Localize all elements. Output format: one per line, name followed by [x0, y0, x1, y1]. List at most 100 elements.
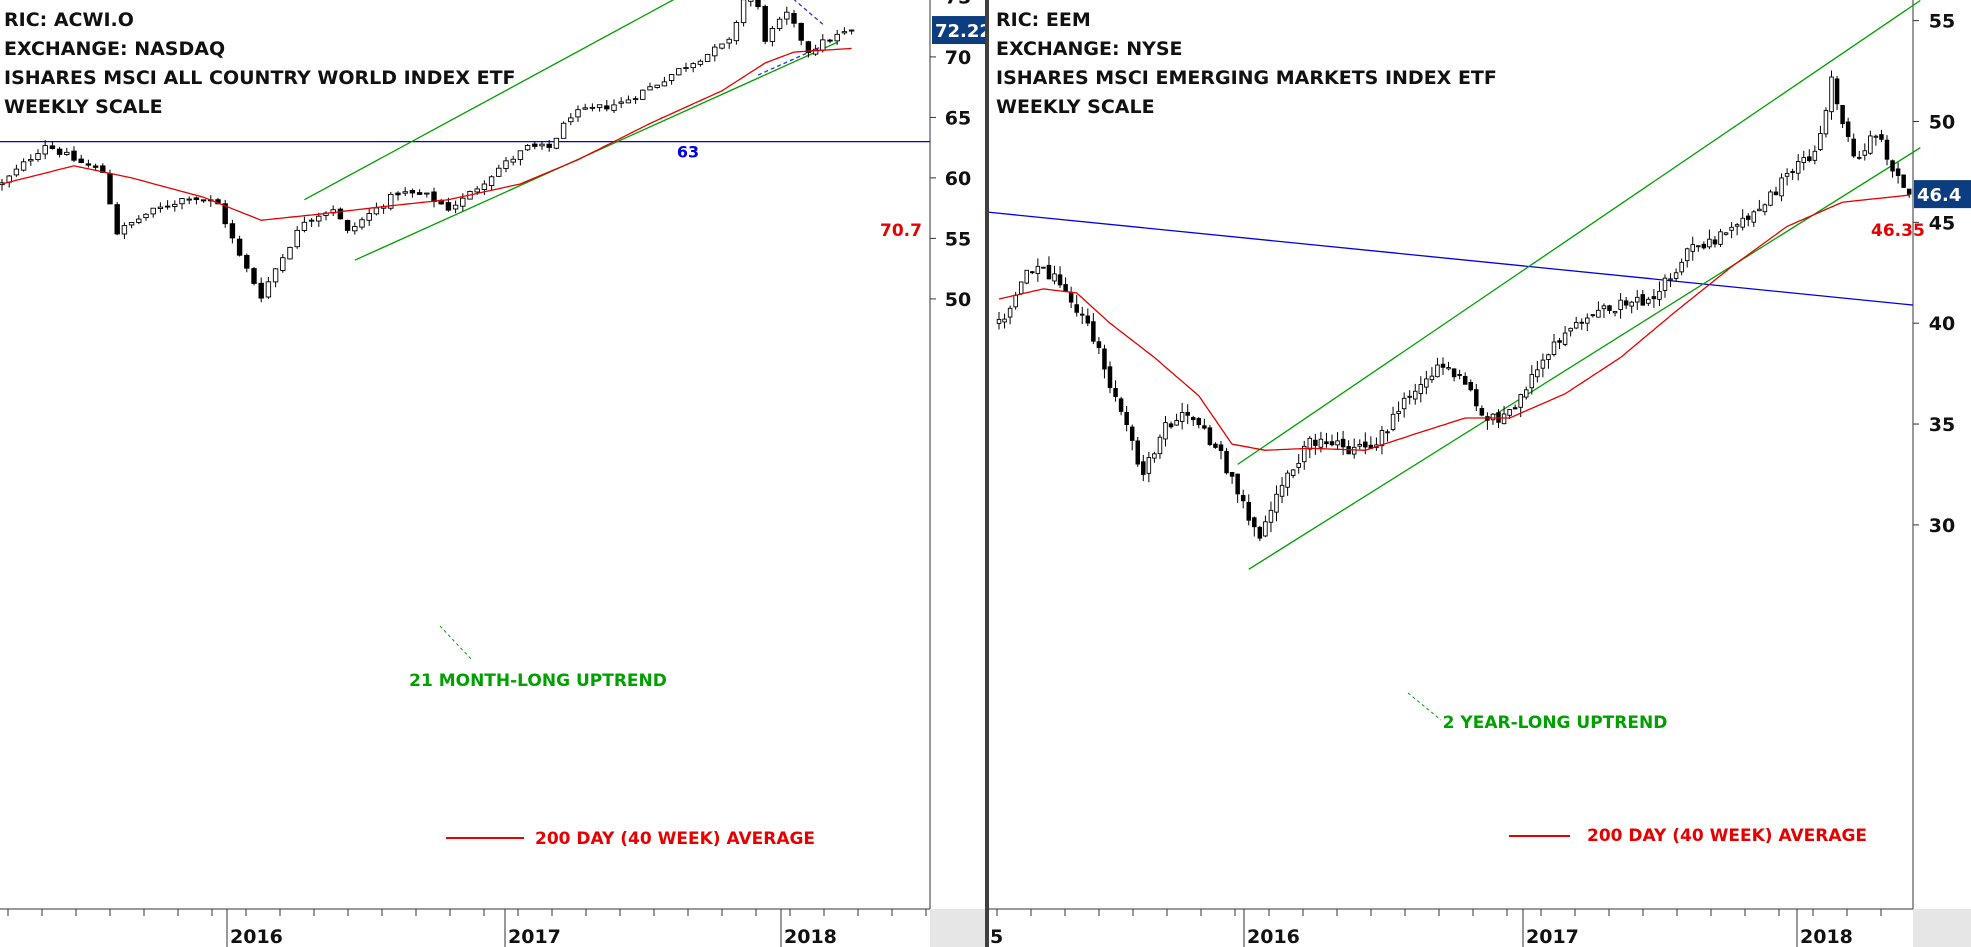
candle-down [546, 143, 552, 148]
candle-down [1207, 427, 1213, 445]
candle-up [452, 204, 459, 210]
candle-down [791, 12, 797, 24]
candle-down [395, 192, 401, 196]
candle-down [85, 163, 92, 166]
candle-up [1734, 224, 1740, 227]
candle-down [1623, 300, 1629, 306]
candle-up [1357, 443, 1362, 447]
eem-ric-label: RIC: EEM [996, 9, 1091, 31]
candle-up [1601, 305, 1607, 310]
candle-up [1429, 375, 1435, 381]
candle-up [287, 246, 293, 260]
candle-up [373, 207, 380, 215]
candle-down [1845, 121, 1851, 137]
candle-up [1856, 156, 1862, 159]
candle-up [1351, 446, 1357, 455]
candle-down [1745, 215, 1751, 220]
candle-up [589, 106, 596, 109]
candle-down [1701, 243, 1707, 249]
candle-down [1790, 171, 1795, 173]
candle-up [1690, 244, 1695, 252]
candle-up [1523, 389, 1529, 398]
candle-up [1390, 413, 1396, 430]
eem-chart-panel: 30 35 40 45 50 55 2016 2017 2018 5 46.35 46.4 2 YEAR… [988, 0, 1971, 947]
candle-up [1335, 440, 1340, 446]
candle-down [1124, 411, 1129, 425]
candle-up [1868, 135, 1873, 154]
y-tick-label: 30 [1929, 515, 1955, 537]
candle-up [524, 145, 531, 151]
candle-up [776, 18, 783, 29]
candle-up [424, 192, 430, 195]
candle-up [748, 0, 754, 2]
eem-header: RIC: EEM EXCHANGE: NYSE ISHARES MSCI EME… [996, 6, 1497, 122]
candle-up [1290, 469, 1296, 476]
moving-average-line [998, 194, 1910, 451]
candle-down [1895, 168, 1901, 177]
candle-up [596, 104, 603, 108]
candle-up [388, 193, 394, 209]
candle-down [1063, 284, 1068, 293]
candle-down [1030, 271, 1035, 274]
candle-down [164, 205, 171, 208]
candle-up [1018, 281, 1024, 295]
candle-up [503, 160, 509, 169]
candle-down [416, 192, 423, 195]
candle-down [1102, 348, 1107, 370]
candle-up [625, 99, 632, 104]
moving-average-line [1, 47, 852, 221]
candle-up [121, 225, 128, 235]
candle-down [1313, 439, 1318, 446]
candle-up [460, 197, 466, 207]
candle-down [604, 105, 610, 110]
y-tick-label: 50 [945, 289, 971, 311]
x-year-label: 2016 [1247, 926, 1300, 947]
candle-up [1596, 309, 1601, 318]
candle-down [1457, 374, 1462, 376]
candle-up [42, 145, 48, 155]
y-tick-label: 45 [1929, 212, 1955, 234]
candle-up [1268, 509, 1274, 523]
candle-down [805, 41, 812, 53]
candle-up [272, 268, 279, 283]
candle-up [1163, 422, 1168, 440]
candle-down [1906, 188, 1912, 195]
candle-up [733, 22, 740, 42]
candle-down [1557, 340, 1562, 343]
x-year-label: 2018 [784, 926, 837, 947]
candle-up [1035, 265, 1041, 275]
candle-down [1135, 440, 1140, 465]
candle-up [1052, 273, 1057, 282]
candle-up [611, 104, 617, 111]
candle-down [1091, 321, 1096, 342]
candle-up [1263, 521, 1268, 537]
candle-down [409, 189, 416, 194]
candle-up [1562, 332, 1568, 345]
candle-up [366, 213, 372, 221]
candle-up [1041, 266, 1046, 269]
candle-up [28, 159, 34, 162]
candle-down [1640, 294, 1646, 306]
candle-down [1651, 296, 1657, 300]
candle-up [1079, 313, 1085, 316]
y-tick-label: 65 [945, 107, 971, 129]
candle-down [1884, 139, 1890, 160]
candle-up [136, 218, 142, 223]
candle-down [755, 0, 761, 8]
candle-up [1146, 457, 1152, 474]
candle-down [1579, 321, 1584, 324]
candle-up [1385, 431, 1390, 434]
y-tick-label: 75 [945, 0, 971, 8]
y-tick-label: 70 [945, 47, 971, 69]
y-tick-label: 60 [945, 168, 971, 190]
trend-annotation-pointer [439, 625, 473, 661]
candle-up [1002, 318, 1007, 323]
candle-down [1107, 366, 1113, 389]
candle-up [834, 33, 840, 42]
legend-ma-label: 200 DAY (40 WEEK) AVERAGE [535, 829, 815, 849]
candle-down [1468, 382, 1473, 391]
candle-up [582, 107, 588, 110]
candle-up [510, 158, 516, 163]
candle-down [251, 268, 257, 284]
candle-up [1862, 150, 1868, 156]
